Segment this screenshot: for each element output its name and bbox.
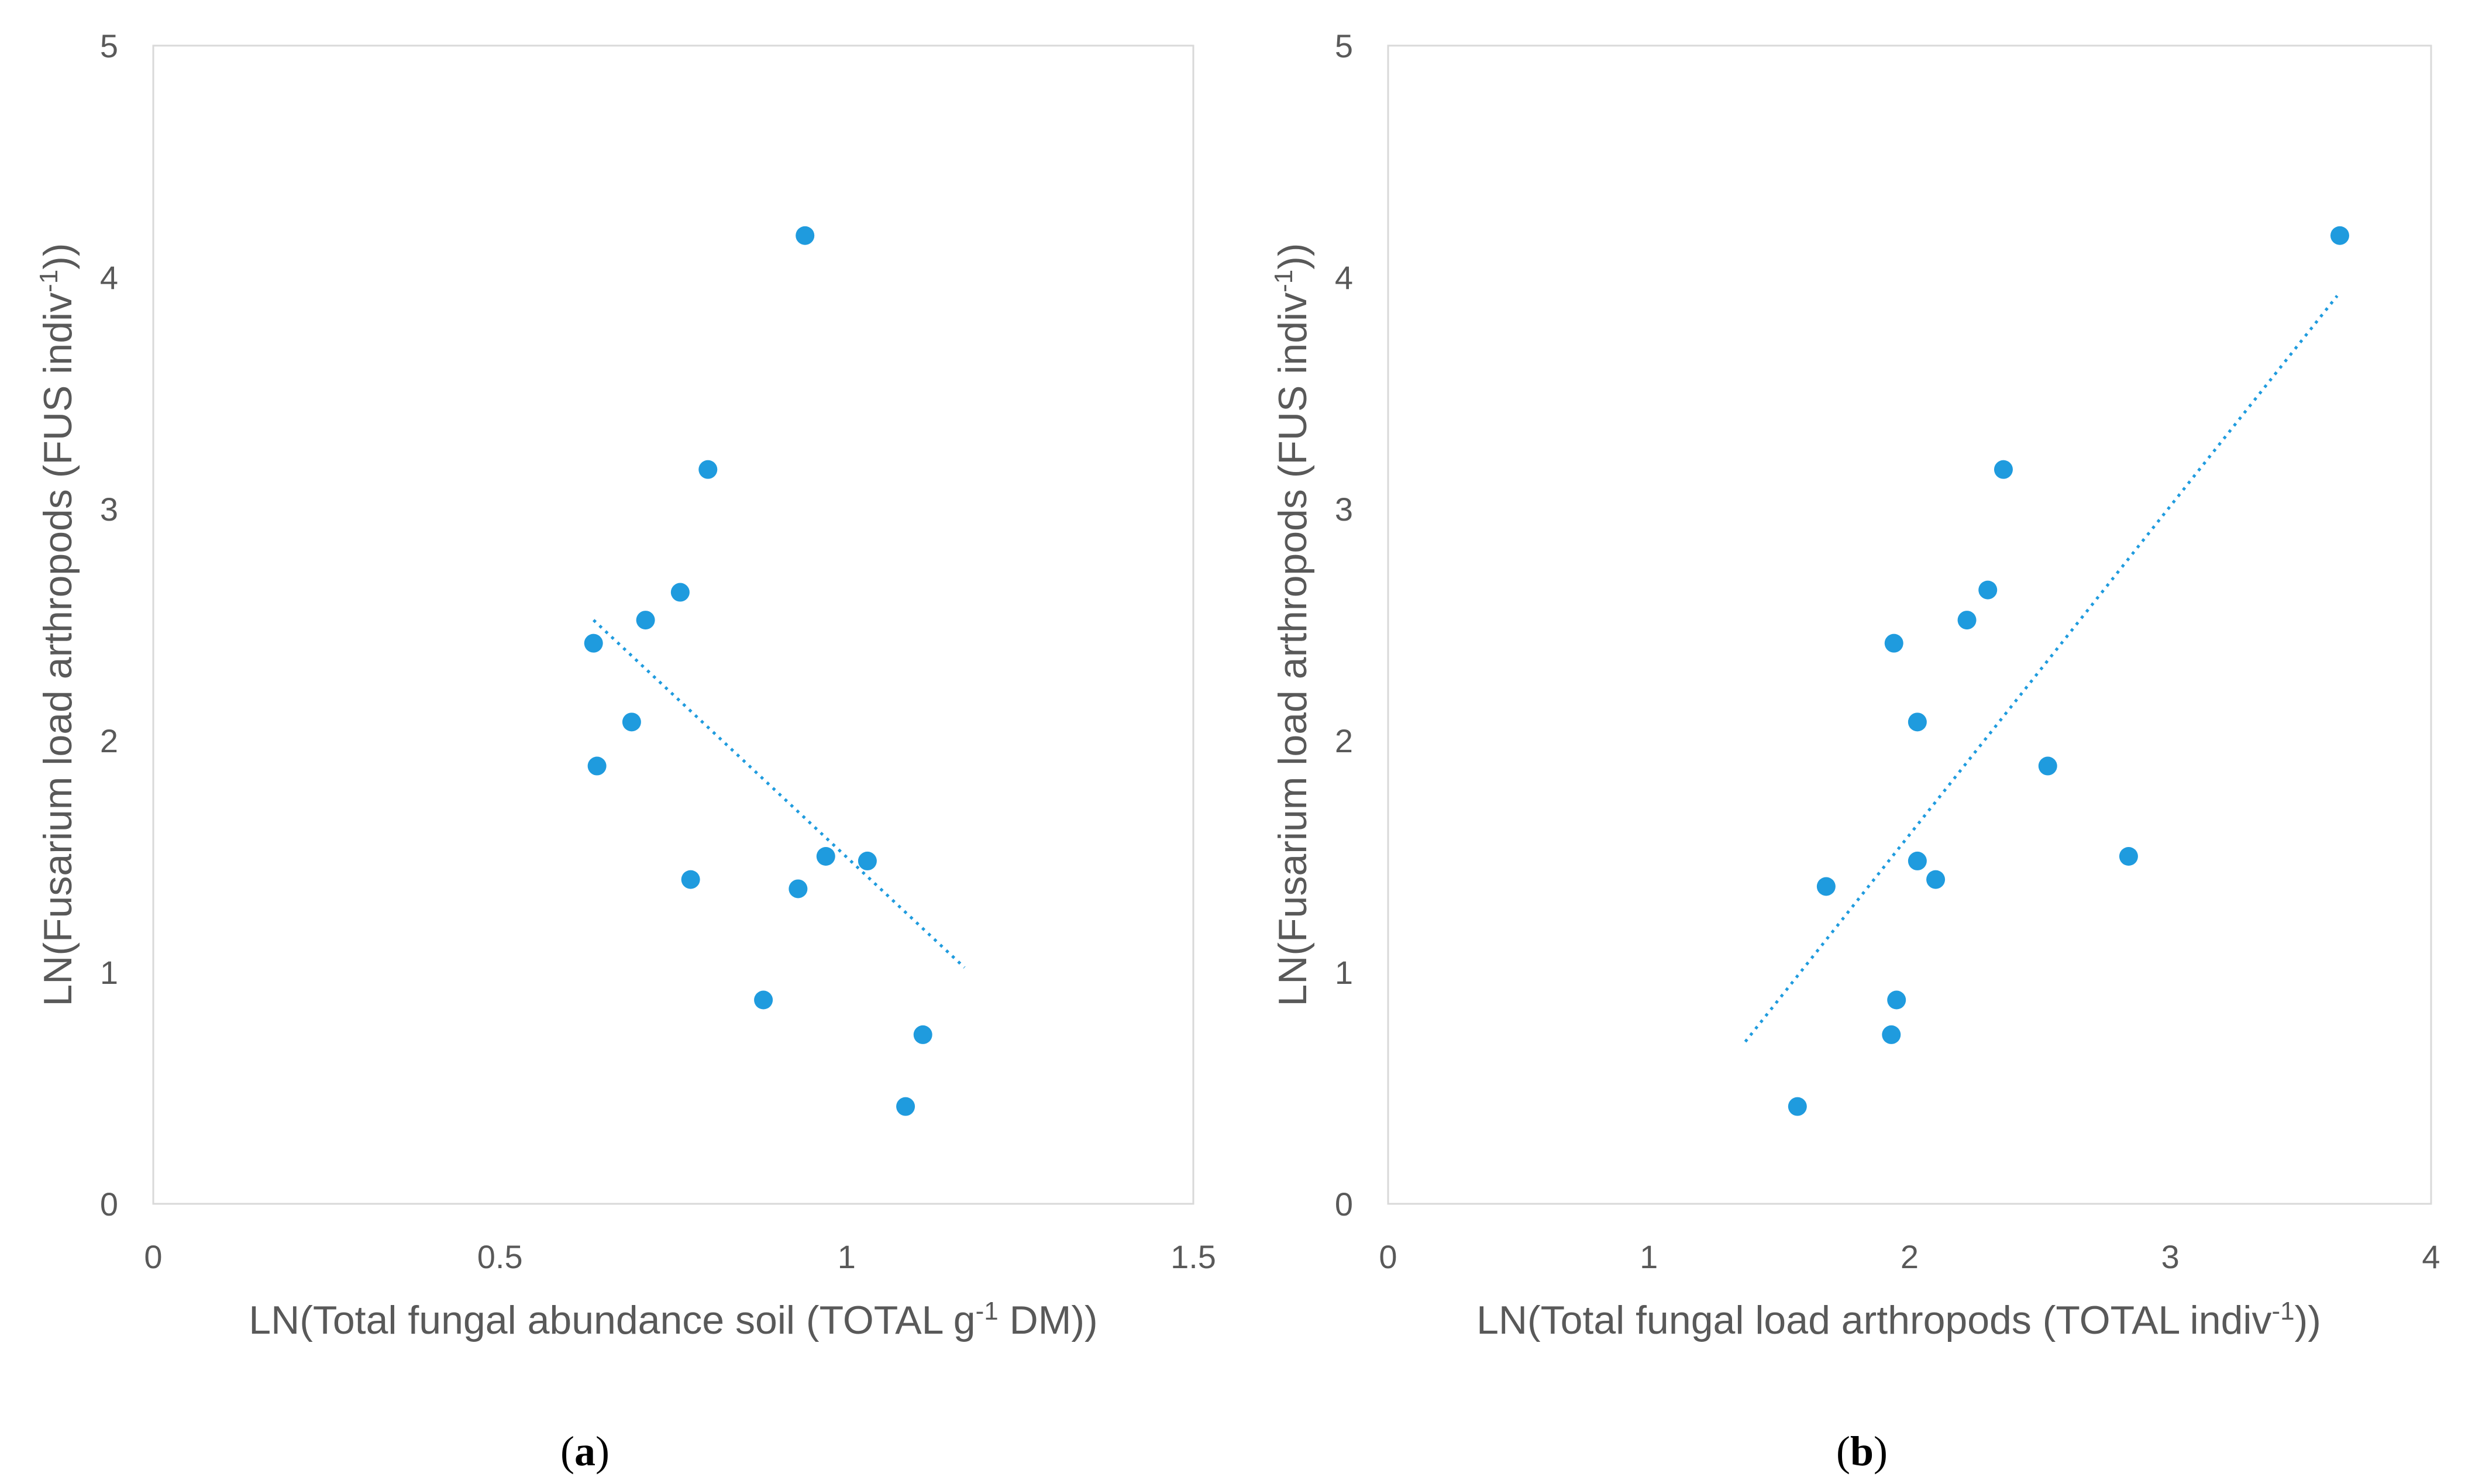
y-tick-label: 4: [100, 259, 118, 296]
data-point: [913, 1025, 932, 1044]
y-tick-label: 5: [100, 27, 118, 64]
plot-area-frame: [1387, 44, 2432, 1205]
data-point: [1887, 990, 1906, 1010]
chart-panel-b: 0 1 2 3 4 5 0 1 2 3 4 LN(Total fungal load arthropo…: [1269, 27, 2440, 1475]
y-tick-label: 0: [1335, 1186, 1353, 1223]
data-point: [1926, 870, 1946, 889]
x-axis-title: LN(Total fungal load arthropods (TOTAL i…: [1476, 1297, 2321, 1343]
x-tick-label: 2: [1901, 1238, 1919, 1275]
y-tick-label: 0: [100, 1186, 118, 1223]
data-point: [587, 756, 607, 776]
data-point: [816, 847, 835, 866]
y-tick-label: 4: [1335, 259, 1353, 296]
data-point: [789, 879, 808, 898]
x-axis-title: LN(Total fungal abundance soil (TOTAL g-…: [249, 1297, 1097, 1343]
data-point: [1908, 851, 1927, 870]
data-point: [584, 633, 603, 653]
panel-label: (b): [1836, 1428, 1888, 1475]
data-point: [754, 990, 773, 1010]
x-tick-label: 0.5: [477, 1238, 523, 1275]
y-tick-label: 2: [1335, 722, 1353, 759]
y-axis-title: LN(Fusarium load arthropods (FUS indiv-1…: [1269, 243, 1316, 1006]
data-point: [896, 1097, 915, 1116]
data-point: [2038, 756, 2057, 776]
data-point: [1908, 712, 1927, 732]
x-tick-label: 1: [1640, 1238, 1658, 1275]
x-tick-label: 0: [144, 1238, 162, 1275]
data-point: [796, 226, 815, 245]
data-point: [858, 851, 877, 870]
data-point: [670, 583, 690, 602]
plot-area-frame: [152, 44, 1194, 1205]
panel-label: (a): [560, 1428, 610, 1475]
data-point: [1957, 611, 1977, 630]
data-point: [622, 712, 641, 732]
y-tick-label: 3: [1335, 491, 1353, 528]
data-point: [1978, 580, 1998, 600]
data-point: [2330, 226, 2349, 245]
trendline: [592, 619, 966, 969]
x-tick-label: 3: [2161, 1238, 2180, 1275]
data-point: [681, 870, 700, 889]
chart-panel-a: 0 1 2 3 4 5 0 0.5 1 1.5 LN(Total fungal abundance …: [35, 27, 1216, 1475]
y-tick-label: 3: [100, 491, 118, 528]
data-point: [636, 611, 655, 630]
data-point: [1816, 877, 1836, 896]
y-tick-label: 2: [100, 722, 118, 759]
x-tick-label: 1: [838, 1238, 856, 1275]
trendline: [1744, 295, 2339, 1043]
data-point: [2119, 847, 2138, 866]
y-tick-label: 1: [100, 954, 118, 991]
data-point: [1788, 1097, 1807, 1116]
y-tick-label: 1: [1335, 954, 1353, 991]
data-point: [1994, 460, 2013, 479]
data-point: [1884, 633, 1903, 653]
y-tick-label: 5: [1335, 27, 1353, 64]
x-tick-label: 1.5: [1170, 1238, 1216, 1275]
y-axis-title: LN(Fusarium load arthropods (FUS indiv-1…: [35, 243, 81, 1006]
data-point: [1882, 1025, 1901, 1044]
x-tick-label: 0: [1379, 1238, 1397, 1275]
data-point: [698, 460, 718, 479]
x-tick-label: 4: [2422, 1238, 2440, 1275]
